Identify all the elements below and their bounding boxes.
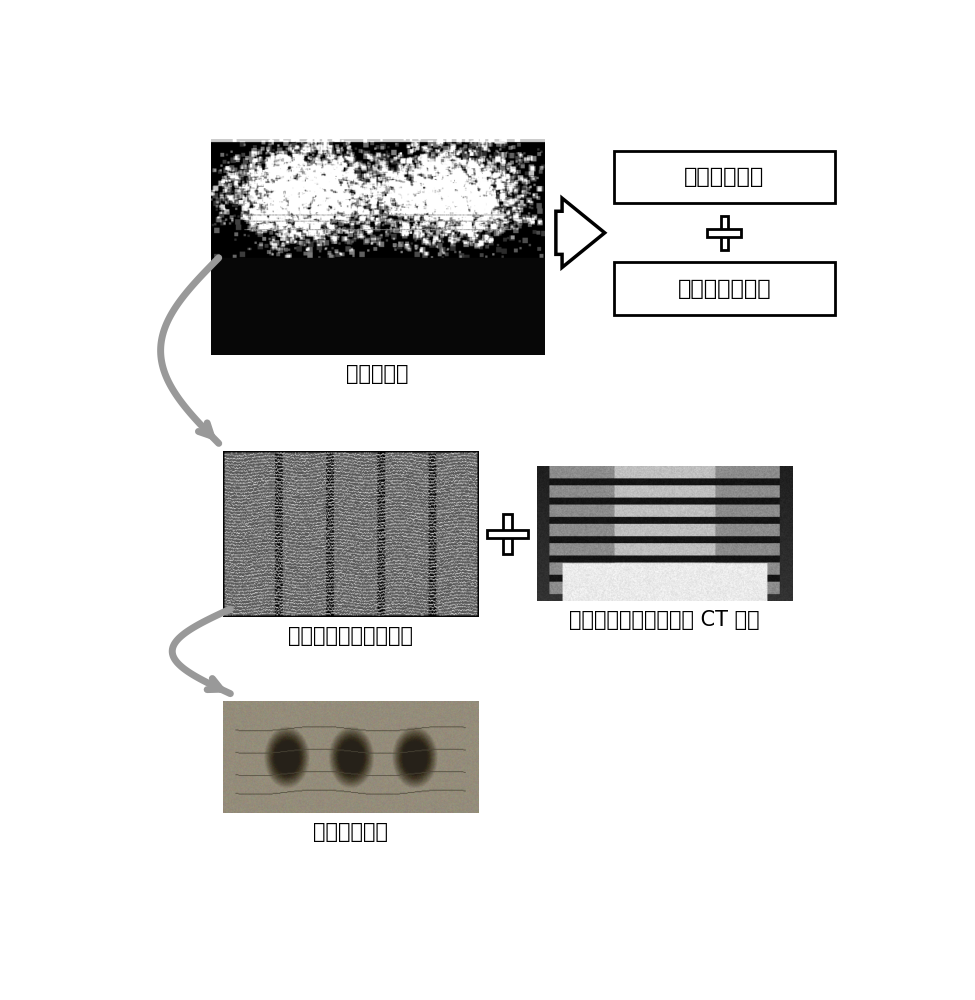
Text: 脊柱冠状面三位重建图: 脊柱冠状面三位重建图: [288, 626, 413, 646]
FancyBboxPatch shape: [614, 262, 835, 315]
Polygon shape: [708, 229, 742, 237]
Polygon shape: [488, 530, 527, 538]
Polygon shape: [556, 198, 604, 267]
Text: 图像初步处理: 图像初步处理: [684, 167, 764, 187]
FancyBboxPatch shape: [614, 151, 835, 203]
Text: 脊柱超声图: 脊柱超声图: [346, 364, 409, 384]
Text: 最终融合图像: 最终融合图像: [313, 822, 388, 842]
Text: 超声图三维重建: 超声图三维重建: [678, 279, 771, 299]
Text: 其它模式医学图像（如 CT 图）: 其它模式医学图像（如 CT 图）: [569, 610, 760, 630]
Polygon shape: [721, 216, 728, 250]
Polygon shape: [503, 514, 512, 554]
